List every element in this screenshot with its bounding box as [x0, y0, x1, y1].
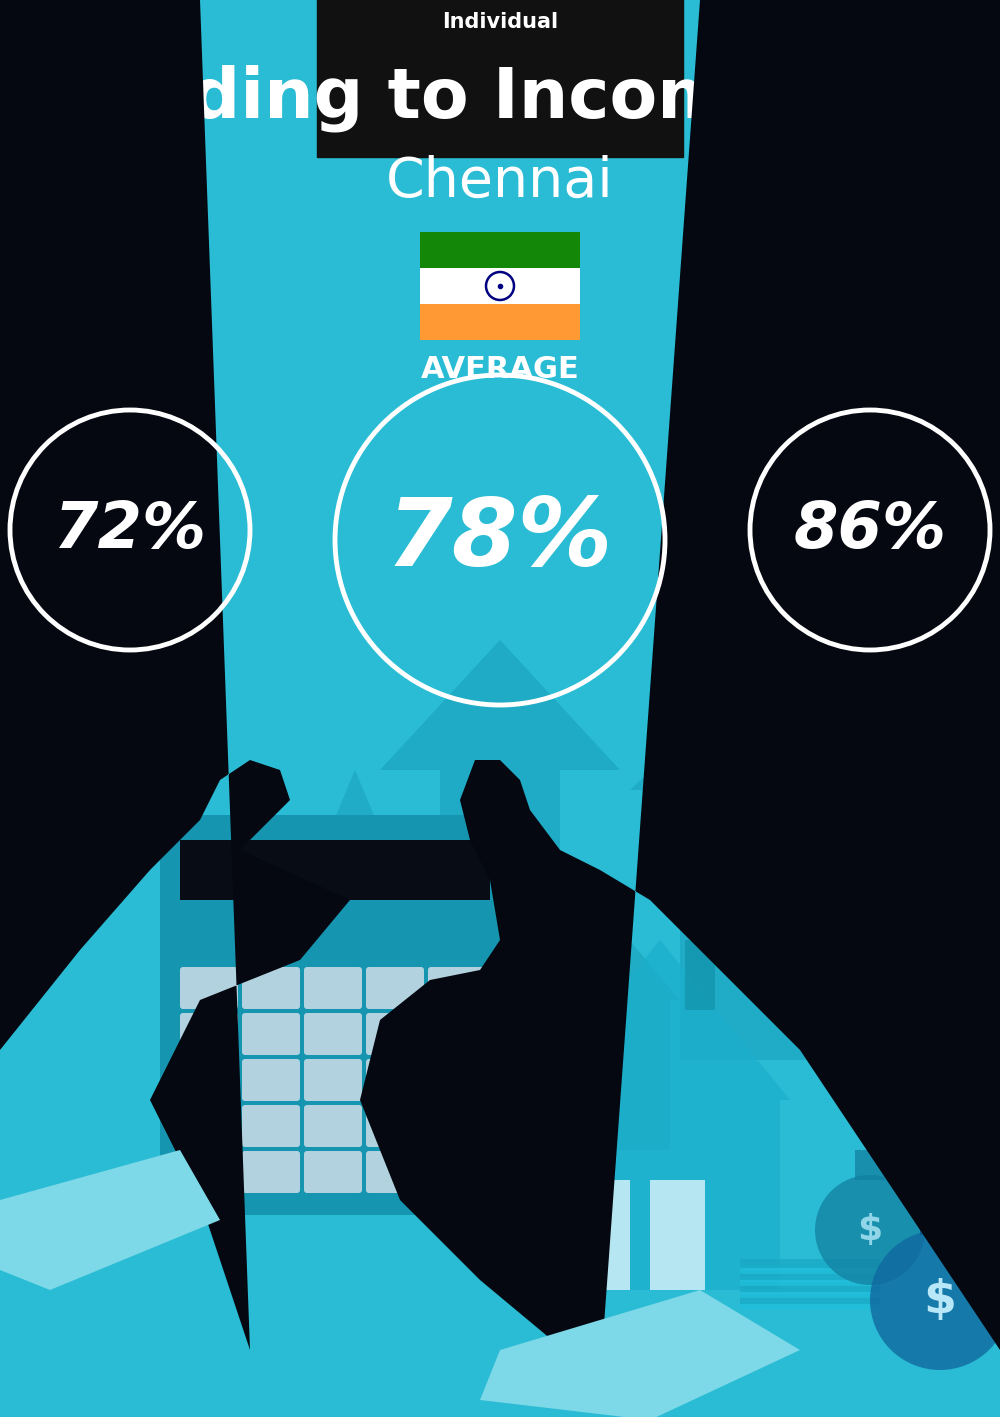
Polygon shape [360, 0, 1000, 1417]
FancyBboxPatch shape [366, 1058, 424, 1101]
Bar [740, 1289, 880, 1298]
FancyBboxPatch shape [304, 1105, 362, 1146]
Bar [440, 850, 560, 1050]
Bar [650, 1180, 705, 1289]
Text: AVERAGE: AVERAGE [421, 356, 579, 384]
Text: 72%: 72% [54, 499, 207, 561]
Text: MINIMUM: MINIMUM [56, 390, 205, 418]
FancyBboxPatch shape [180, 1151, 238, 1193]
FancyBboxPatch shape [180, 966, 238, 1009]
Polygon shape [630, 650, 930, 870]
Bar [420, 232, 580, 268]
FancyBboxPatch shape [180, 1013, 238, 1056]
Bar [420, 268, 580, 305]
Polygon shape [0, 0, 350, 1417]
Polygon shape [480, 1289, 800, 1417]
Bar [180, 840, 490, 900]
Polygon shape [0, 1151, 220, 1289]
FancyBboxPatch shape [428, 1013, 486, 1056]
FancyBboxPatch shape [304, 1151, 362, 1193]
FancyBboxPatch shape [428, 1105, 486, 1146]
FancyBboxPatch shape [304, 966, 362, 1009]
Text: 78%: 78% [387, 495, 613, 587]
Bar [740, 1265, 880, 1274]
Circle shape [870, 1230, 1000, 1370]
Polygon shape [530, 939, 790, 1100]
FancyBboxPatch shape [242, 1058, 300, 1101]
Bar [740, 1277, 880, 1287]
Bar [575, 1180, 630, 1289]
Text: 86%: 86% [794, 499, 946, 561]
Text: $: $ [924, 1278, 956, 1322]
Bar [740, 1301, 880, 1309]
FancyBboxPatch shape [242, 1151, 300, 1193]
Bar [740, 1282, 880, 1292]
Bar [470, 1000, 670, 1151]
Bar [855, 1151, 885, 1180]
Polygon shape [460, 870, 680, 1000]
FancyBboxPatch shape [366, 1013, 424, 1056]
Text: Individual: Individual [442, 11, 558, 33]
FancyBboxPatch shape [242, 1105, 300, 1146]
Bar [740, 1295, 880, 1304]
Bar [680, 870, 860, 1060]
Polygon shape [280, 769, 430, 949]
FancyBboxPatch shape [180, 1058, 238, 1101]
FancyBboxPatch shape [428, 1151, 486, 1193]
FancyBboxPatch shape [428, 966, 486, 1009]
FancyBboxPatch shape [304, 1013, 362, 1056]
FancyBboxPatch shape [304, 1058, 362, 1101]
Bar [540, 1100, 780, 1289]
Text: Chennai: Chennai [386, 154, 614, 208]
Bar [920, 1200, 960, 1236]
FancyBboxPatch shape [428, 1058, 486, 1101]
Circle shape [815, 1175, 925, 1285]
Text: $: $ [857, 1213, 883, 1247]
Bar [740, 1258, 880, 1268]
Text: MAXIMUM: MAXIMUM [791, 390, 949, 418]
Bar [685, 939, 715, 1010]
Text: Spending to Income Ratio: Spending to Income Ratio [0, 65, 1000, 133]
FancyBboxPatch shape [180, 1105, 238, 1146]
FancyBboxPatch shape [242, 1013, 300, 1056]
FancyBboxPatch shape [366, 1151, 424, 1193]
FancyBboxPatch shape [160, 815, 510, 1214]
Bar [740, 1271, 880, 1280]
FancyBboxPatch shape [242, 966, 300, 1009]
FancyBboxPatch shape [366, 966, 424, 1009]
Polygon shape [380, 640, 620, 850]
Bar [420, 305, 580, 340]
FancyBboxPatch shape [366, 1105, 424, 1146]
